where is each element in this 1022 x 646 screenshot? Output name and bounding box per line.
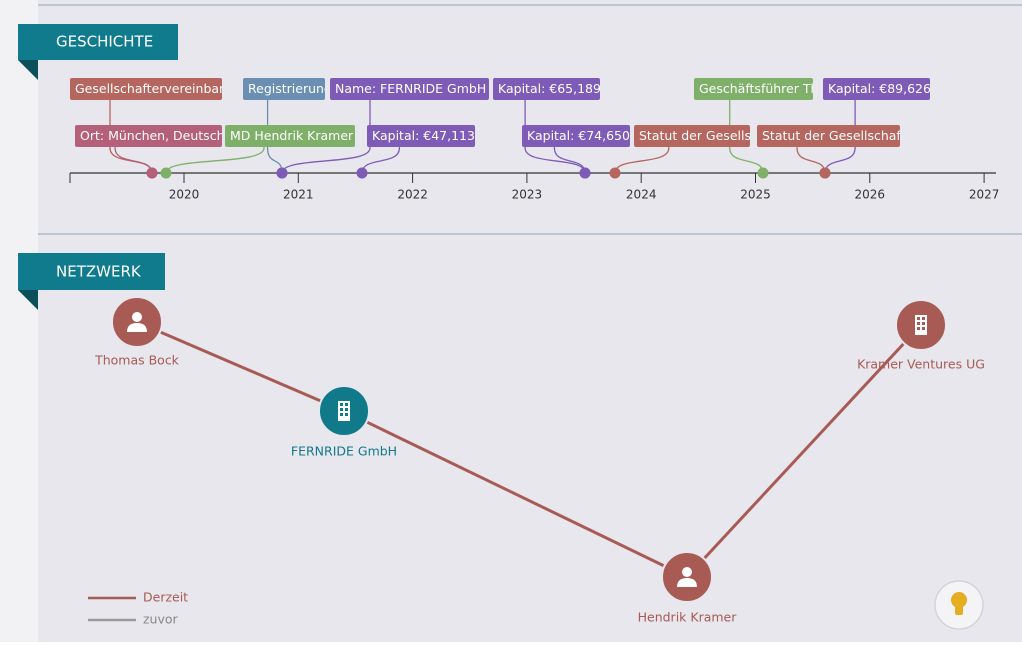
section-title: GESCHICHTE bbox=[56, 33, 153, 51]
building-window bbox=[340, 413, 343, 416]
event-label: Registrierung bbox=[248, 81, 332, 96]
event-label: Statut der Gesellscha bbox=[639, 128, 773, 143]
axis-label: 2026 bbox=[855, 188, 886, 202]
event-dot bbox=[276, 167, 288, 179]
section-tab bbox=[18, 24, 178, 60]
event-label-box bbox=[330, 78, 489, 100]
building-window bbox=[917, 327, 920, 330]
node-label: Thomas Bock bbox=[94, 353, 180, 368]
axis-label: 2023 bbox=[512, 188, 543, 202]
section-title: NETZWERK bbox=[56, 263, 142, 281]
timeline: 2020 2021 2022 2023 2024 2025 2026 2027 Gesellsc… bbox=[69, 78, 1000, 202]
building-icon bbox=[915, 315, 927, 335]
building-window bbox=[922, 317, 925, 320]
axis-label: 2020 bbox=[169, 188, 200, 202]
event-label: Kapital: €89,626 bbox=[828, 81, 931, 96]
axis-label: 2022 bbox=[397, 188, 428, 202]
axis-label: 2027 bbox=[969, 188, 1000, 202]
event-label-box bbox=[493, 78, 600, 100]
event-label-box bbox=[823, 78, 930, 100]
hint-button[interactable] bbox=[934, 580, 984, 630]
event-label-box bbox=[243, 78, 325, 100]
legend-label: zuvor bbox=[143, 612, 179, 627]
building-window bbox=[917, 322, 920, 325]
node-label: Hendrik Kramer bbox=[638, 610, 738, 625]
event-connector bbox=[281, 100, 371, 174]
event-label-box bbox=[225, 125, 355, 147]
panel bbox=[38, 0, 1022, 642]
event-label: Kapital: €47,113 bbox=[372, 128, 475, 143]
tab-fold bbox=[18, 60, 38, 80]
event-connector bbox=[165, 147, 265, 174]
network: Thomas Bock FERNRIDE GmbH Hendrik Kramer Kr… bbox=[94, 296, 985, 625]
event-label: Gesellschaftervereinbarung bbox=[75, 81, 248, 96]
event-label-box bbox=[522, 125, 630, 147]
axis-label: 2025 bbox=[740, 188, 771, 202]
person-head bbox=[682, 567, 692, 577]
event-label: Kapital: €65,189 bbox=[498, 81, 601, 96]
event-label: Name: FERNRIDE GmbH bbox=[335, 81, 486, 96]
tab-fold bbox=[18, 290, 38, 310]
event-dot bbox=[819, 167, 831, 179]
event-dot bbox=[146, 167, 158, 179]
event-dot bbox=[579, 167, 591, 179]
section-tab bbox=[18, 253, 165, 290]
event-label-box bbox=[634, 125, 750, 147]
building-window bbox=[340, 403, 343, 406]
event-label-box bbox=[75, 125, 222, 147]
bulb bbox=[951, 592, 967, 608]
building-window bbox=[345, 403, 348, 406]
event-label: Geschäftsführer Th bbox=[699, 81, 818, 96]
building-window bbox=[922, 327, 925, 330]
event-label-box bbox=[694, 78, 813, 100]
building-icon bbox=[338, 401, 350, 421]
building-window bbox=[922, 322, 925, 325]
event-label: MD Hendrik Kramer bbox=[230, 128, 354, 143]
event-label-box bbox=[757, 125, 900, 147]
node-label: FERNRIDE GmbH bbox=[291, 444, 397, 459]
event-dot bbox=[609, 167, 621, 179]
legend-label: Derzeit bbox=[143, 590, 188, 605]
building-window bbox=[340, 408, 343, 411]
event-dot bbox=[757, 167, 769, 179]
event-dot bbox=[356, 167, 368, 179]
person-body bbox=[677, 578, 697, 587]
building-window bbox=[345, 408, 348, 411]
event-label-box bbox=[70, 78, 222, 100]
bulb-base bbox=[955, 606, 963, 615]
building-window bbox=[917, 317, 920, 320]
person-head bbox=[132, 312, 142, 322]
person-body bbox=[127, 323, 147, 332]
node-label: Kramer Ventures UG bbox=[857, 357, 985, 372]
event-label: Kapital: €74,650 bbox=[527, 128, 630, 143]
building-window bbox=[345, 413, 348, 416]
axis-label: 2024 bbox=[626, 188, 657, 202]
edge bbox=[685, 323, 923, 579]
event-label: Statut der Gesellschaft bbox=[762, 128, 906, 143]
event-dot bbox=[160, 167, 172, 179]
event-label-box bbox=[367, 125, 475, 147]
axis-label: 2021 bbox=[283, 188, 314, 202]
event-label: Ort: München, Deutschl bbox=[80, 128, 228, 143]
